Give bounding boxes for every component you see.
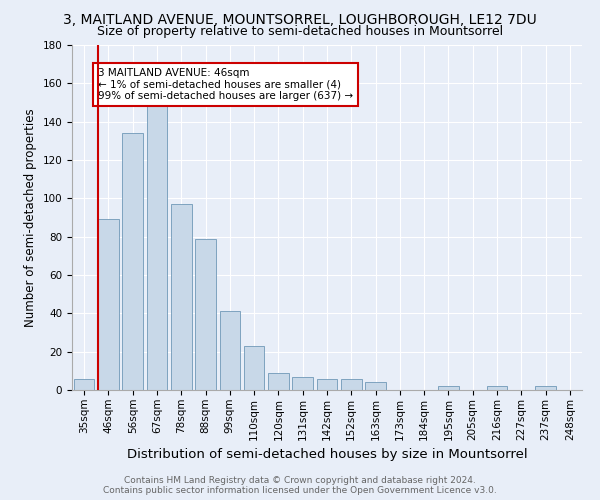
Text: Contains HM Land Registry data © Crown copyright and database right 2024.
Contai: Contains HM Land Registry data © Crown c… bbox=[103, 476, 497, 495]
Bar bbox=[244, 346, 265, 390]
Text: 3, MAITLAND AVENUE, MOUNTSORREL, LOUGHBOROUGH, LE12 7DU: 3, MAITLAND AVENUE, MOUNTSORREL, LOUGHBO… bbox=[63, 12, 537, 26]
Bar bbox=[487, 386, 508, 390]
Bar bbox=[195, 238, 216, 390]
Text: Size of property relative to semi-detached houses in Mountsorrel: Size of property relative to semi-detach… bbox=[97, 25, 503, 38]
Bar bbox=[171, 204, 191, 390]
Y-axis label: Number of semi-detached properties: Number of semi-detached properties bbox=[24, 108, 37, 327]
Bar bbox=[98, 220, 119, 390]
X-axis label: Distribution of semi-detached houses by size in Mountsorrel: Distribution of semi-detached houses by … bbox=[127, 448, 527, 461]
Bar bbox=[341, 378, 362, 390]
Bar bbox=[268, 373, 289, 390]
Bar bbox=[365, 382, 386, 390]
Bar bbox=[438, 386, 459, 390]
Bar bbox=[317, 378, 337, 390]
Bar bbox=[74, 378, 94, 390]
Bar bbox=[220, 312, 240, 390]
Text: 3 MAITLAND AVENUE: 46sqm
← 1% of semi-detached houses are smaller (4)
99% of sem: 3 MAITLAND AVENUE: 46sqm ← 1% of semi-de… bbox=[98, 68, 353, 101]
Bar bbox=[292, 376, 313, 390]
Bar bbox=[535, 386, 556, 390]
Bar bbox=[146, 106, 167, 390]
Bar bbox=[122, 133, 143, 390]
